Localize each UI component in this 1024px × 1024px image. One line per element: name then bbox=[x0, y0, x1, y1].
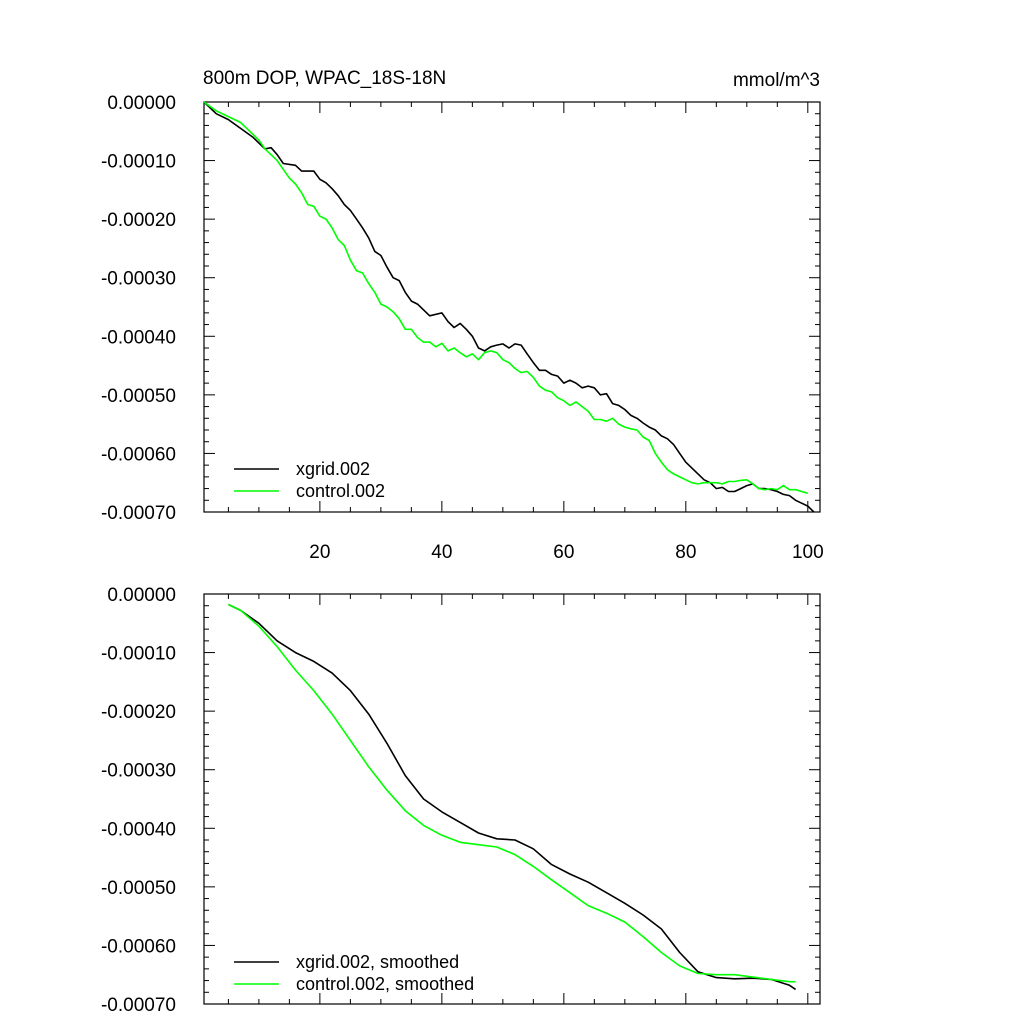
y-tick-label: 0.00000 bbox=[107, 93, 176, 114]
top-panel: 800m DOP, WPAC_18S-18N mmol/m^3 0.00000 -… bbox=[101, 68, 824, 563]
x-tick-label: 40 bbox=[431, 542, 452, 563]
legend-label: control.002, smoothed bbox=[296, 974, 474, 994]
legend-label: xgrid.002 bbox=[296, 459, 370, 479]
series-line bbox=[228, 603, 797, 991]
units-label: mmol/m^3 bbox=[733, 70, 820, 91]
y-tick-label: 0.00000 bbox=[107, 585, 176, 606]
legend-label: xgrid.002, smoothed bbox=[296, 952, 459, 972]
y-tick-label: -0.00010 bbox=[101, 644, 176, 665]
y-tick-label: -0.00050 bbox=[101, 386, 176, 407]
x-tick-label: 60 bbox=[553, 542, 574, 563]
y-tick-label: -0.00030 bbox=[101, 269, 176, 290]
y-tick-label: -0.00070 bbox=[101, 503, 176, 524]
y-tick-label: -0.00030 bbox=[101, 761, 176, 782]
series-line bbox=[203, 101, 815, 513]
legend-label: control.002 bbox=[296, 481, 385, 501]
y-tick-label: -0.00010 bbox=[101, 152, 176, 173]
plot-frame bbox=[203, 101, 821, 513]
bottom-panel: 0.00000 -0.00010 -0.00020 -0.00030 -0.00040 -… bbox=[101, 585, 821, 1016]
series-line bbox=[228, 603, 796, 983]
x-tick-label: 80 bbox=[675, 542, 696, 563]
chart-title: 800m DOP, WPAC_18S-18N bbox=[203, 68, 446, 89]
y-tick-label: -0.00060 bbox=[101, 936, 176, 957]
y-tick-label: -0.00040 bbox=[101, 327, 176, 348]
y-tick-label: -0.00040 bbox=[101, 819, 176, 840]
y-tick-label: -0.00020 bbox=[101, 210, 176, 231]
plot-frame bbox=[203, 593, 821, 1005]
series-line bbox=[203, 101, 809, 495]
x-tick-label: 100 bbox=[792, 542, 824, 563]
y-tick-label: -0.00070 bbox=[101, 995, 176, 1016]
y-tick-label: -0.00050 bbox=[101, 878, 176, 899]
y-tick-label: -0.00020 bbox=[101, 702, 176, 723]
x-tick-label: 20 bbox=[309, 542, 330, 563]
y-tick-label: -0.00060 bbox=[101, 444, 176, 465]
